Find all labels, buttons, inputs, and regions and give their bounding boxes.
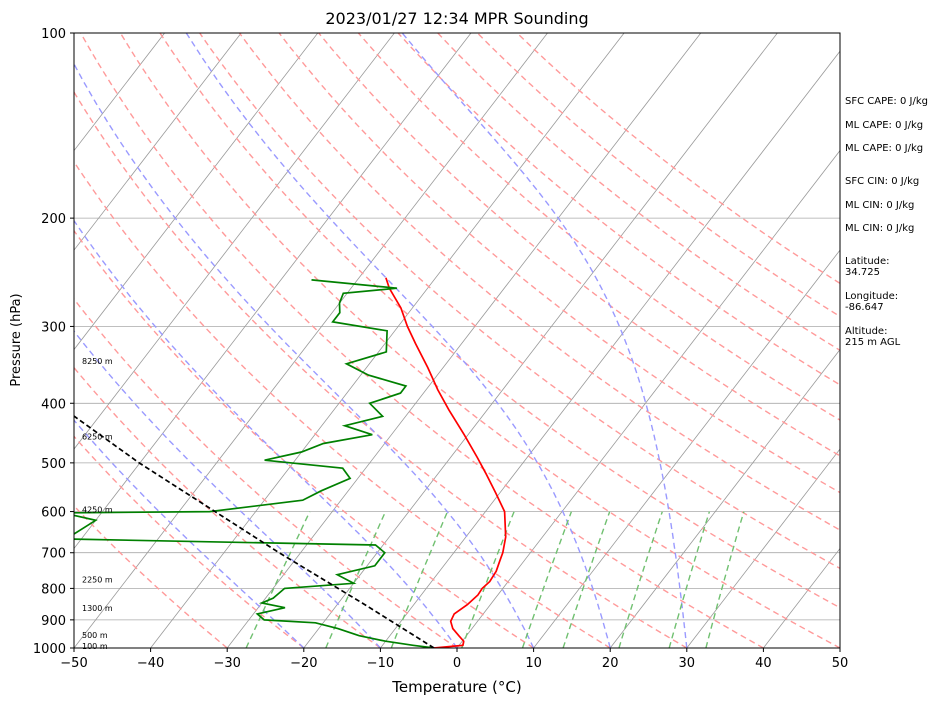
x-tick-label: −20	[290, 656, 317, 671]
chart-title: 2023/01/27 12:34 MPR Sounding	[325, 9, 588, 28]
x-tick-label: 0	[453, 656, 461, 671]
dry-adiabat-line	[516, 33, 840, 285]
longitude-value: -86.647	[845, 302, 884, 313]
x-tick-label: −40	[137, 656, 164, 671]
height-label: 8250 m	[82, 357, 113, 366]
moist-adiabat-line	[74, 330, 381, 648]
y-tick-label: 800	[41, 582, 66, 597]
mixing-ratio-line	[325, 511, 387, 648]
height-label: 100 m	[82, 642, 108, 651]
ml-cin-text: ML CIN: 0 J/kg	[845, 200, 914, 211]
latitude-label: Latitude:	[845, 256, 890, 267]
y-tick-label: 400	[41, 397, 66, 412]
x-axis-label: Temperature (°C)	[391, 678, 521, 696]
isotherm-line	[74, 33, 548, 648]
mixing-ratio-line	[245, 511, 311, 648]
x-tick-label: 30	[679, 656, 696, 671]
dry-adiabat-line	[397, 33, 840, 386]
isotherm-line	[456, 149, 840, 648]
dry-adiabat-line	[199, 33, 840, 570]
x-tick-label: 10	[525, 656, 542, 671]
plot-background	[74, 33, 840, 648]
moist-adiabat-line	[74, 62, 535, 648]
dry-adiabat-line	[80, 33, 764, 648]
dry-adiabat-line	[357, 33, 840, 421]
x-tick-label: 50	[832, 656, 849, 671]
sfc-cape-text: SFC CAPE: 0 J/kg	[845, 96, 928, 107]
y-tick-label: 700	[41, 547, 66, 562]
y-tick-label: 500	[41, 457, 66, 472]
longitude-label: Longitude:	[845, 291, 898, 302]
ml-cin-text-2: ML CIN: 0 J/kg	[845, 223, 914, 234]
dry-adiabat-line	[238, 33, 840, 531]
x-tick-label: 40	[755, 656, 772, 671]
isotherm-line	[303, 33, 778, 648]
dry-adiabat-line	[74, 229, 534, 648]
x-tick-label: −30	[213, 656, 240, 671]
isotherm-line	[74, 33, 165, 152]
dry-adiabat-line	[318, 33, 840, 457]
mixing-ratio-line	[705, 511, 745, 648]
isotherm-line	[74, 33, 472, 550]
ml-cape-text-2: ML CAPE: 0 J/kg	[845, 143, 923, 154]
dry-adiabat-line	[278, 33, 840, 494]
x-axis-ticks: −50 −40 −30 −20 −10 0 10 20 30 40 50	[60, 648, 848, 671]
moist-adiabat-line	[74, 219, 458, 648]
y-tick-label: 1000	[33, 642, 66, 657]
dry-adiabat-line	[74, 90, 688, 648]
isotherm-line	[609, 348, 840, 648]
mixing-ratio-line	[668, 511, 711, 648]
dry-adiabat-line	[74, 160, 611, 648]
moist-adiabat-line	[185, 33, 611, 648]
y-tick-label: 900	[41, 614, 66, 629]
profile-lines	[74, 277, 507, 648]
y-axis-label: Pressure (hPa)	[9, 293, 24, 386]
y-tick-label: 100	[41, 27, 66, 42]
height-label: 500 m	[82, 631, 108, 640]
dewpoint-profile-line	[74, 279, 435, 648]
x-tick-label: −10	[367, 656, 394, 671]
y-tick-label: 300	[41, 320, 66, 335]
mixing-ratio-line	[390, 511, 449, 648]
x-tick-label: 20	[602, 656, 619, 671]
altitude-label: Altitude:	[845, 326, 887, 337]
temperature-profile-line	[385, 277, 507, 648]
isotherm-line	[380, 50, 840, 648]
dry-adiabat-line	[74, 366, 381, 648]
height-label: 1300 m	[82, 604, 113, 613]
ml-cape-text: ML CAPE: 0 J/kg	[845, 120, 923, 131]
y-axis-ticks: 1000 900 800 700 600 500 400 300 200 100	[33, 27, 74, 657]
y-tick-label: 200	[41, 212, 66, 227]
isotherm-line	[533, 249, 840, 648]
dry-adiabat-line	[74, 298, 458, 648]
height-label: 6250 m	[82, 432, 113, 441]
y-tick-label: 600	[41, 506, 66, 521]
isotherm-line	[74, 33, 242, 251]
latitude-value: 34.725	[845, 267, 880, 278]
mixing-ratio-line	[521, 511, 573, 648]
isotherm-line	[74, 33, 395, 450]
mixing-ratio-line	[618, 511, 663, 648]
x-tick-label: −50	[60, 656, 87, 671]
mixing-ratio-line	[562, 511, 611, 648]
height-label: 2250 m	[82, 576, 113, 585]
dry-adiabat-line	[437, 33, 840, 352]
moist-adiabat-line	[74, 419, 305, 648]
isotherm-line	[686, 448, 840, 648]
dry-adiabat-line	[159, 33, 840, 609]
info-panel: SFC CAPE: 0 J/kg ML CAPE: 0 J/kg ML CAPE…	[845, 96, 928, 348]
isotherm-line	[74, 33, 319, 351]
isotherm-line	[226, 33, 702, 648]
height-label: 4250 m	[82, 506, 113, 515]
altitude-value: 215 m AGL	[845, 337, 901, 348]
dry-adiabat-line	[119, 33, 840, 648]
dry-adiabat-line	[74, 504, 228, 648]
height-labels: 100 m 500 m 1300 m 2250 m 4250 m 6250 m 8250 m	[82, 357, 113, 651]
sfc-cin-text: SFC CIN: 0 J/kg	[845, 176, 919, 187]
